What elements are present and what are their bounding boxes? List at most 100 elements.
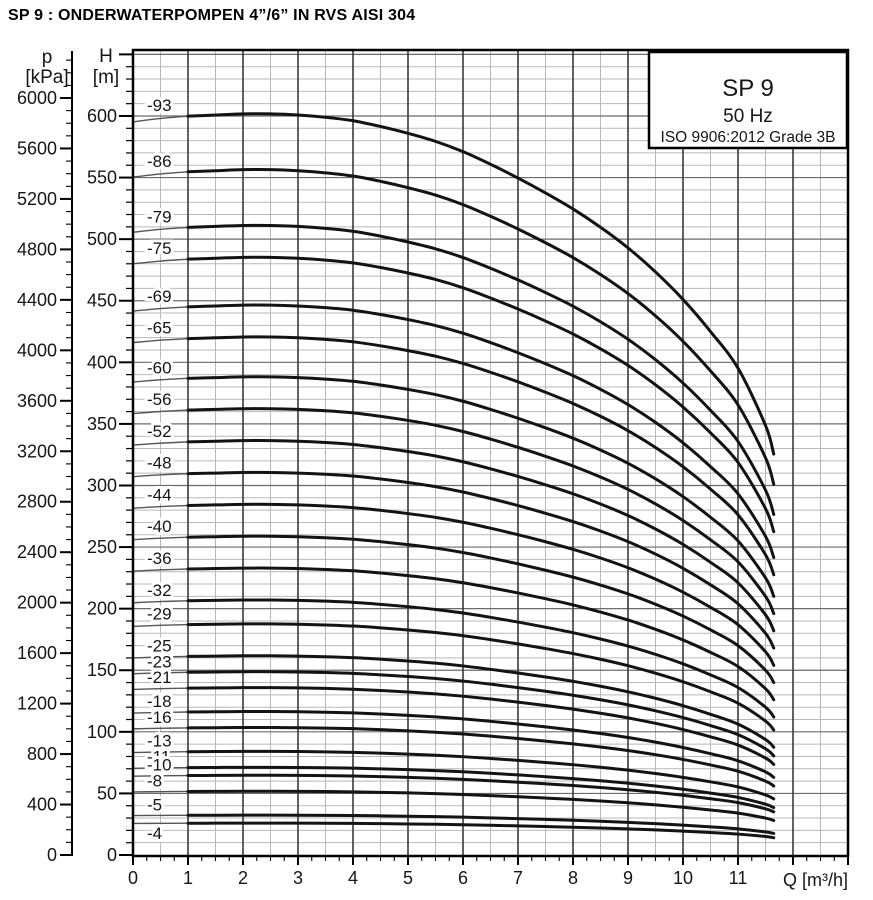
curve-label-11: -11 xyxy=(147,748,170,767)
pump-curve-79 xyxy=(186,223,776,516)
q-axis-tick-label: 8 xyxy=(568,868,578,888)
q-axis-tick-label: 6 xyxy=(458,868,468,888)
curve-label-10: -10 xyxy=(147,756,172,775)
q-axis-tick-label: 9 xyxy=(623,868,633,888)
q-axis-tick-label: 5 xyxy=(403,868,413,888)
pump-curve-min-flow-segment-69 xyxy=(132,306,189,312)
pump-curve-86 xyxy=(186,168,776,486)
legend-frame xyxy=(647,50,849,150)
pump-curve-56 xyxy=(186,407,776,616)
curve-label-52: -52 xyxy=(147,422,172,441)
curves-layer xyxy=(132,112,776,840)
pump-curve-32 xyxy=(186,598,776,719)
pump-curve-93 xyxy=(186,112,776,456)
pump-curve-11 xyxy=(186,765,776,810)
pump-curve-min-flow-segment-86 xyxy=(132,171,189,178)
h-axis-tick-label: 150 xyxy=(87,660,117,680)
pump-curve-44 xyxy=(186,502,776,667)
q-axis-tick-label: 10 xyxy=(673,868,693,888)
curve-label-44: -44 xyxy=(147,485,172,504)
p-axis-tick-label: 2800 xyxy=(17,492,57,512)
h-axis-symbol: H xyxy=(99,46,113,67)
pump-curve-min-flow-segment-18 xyxy=(132,711,189,714)
h-axis-tick-label: 550 xyxy=(87,168,117,188)
q-axis-tick-label: 2 xyxy=(238,868,248,888)
p-axis-tick-label: 6000 xyxy=(17,88,57,108)
curve-label-5: -5 xyxy=(147,795,162,814)
p-axis-tick-label: 3600 xyxy=(17,391,57,411)
h-axis-tick-label: 600 xyxy=(87,106,117,126)
pump-curve-69 xyxy=(186,303,776,560)
q-axis-tick-label: 11 xyxy=(729,868,748,888)
pump-curve-21 xyxy=(186,686,776,766)
h-axis-tick-label: 50 xyxy=(97,783,117,803)
p-axis-tick-label: 400 xyxy=(27,795,57,815)
legend-box: SP 9 50 Hz ISO 9906:2012 Grade 3B xyxy=(647,50,849,150)
pump-curve-min-flow-segment-65 xyxy=(132,337,189,344)
curve-label-69: -69 xyxy=(147,287,172,306)
pump-curve-min-flow-segment-29 xyxy=(132,623,189,628)
p-axis-unit: [kPa] xyxy=(25,67,68,88)
q-axis-tick-label: 0 xyxy=(128,868,138,888)
h-axis-tick-label: 100 xyxy=(87,722,117,742)
curve-label-36: -36 xyxy=(147,549,172,568)
q-axis-tick-label: 1 xyxy=(183,868,193,888)
curve-label-29: -29 xyxy=(147,605,172,624)
pump-curve-min-flow-segment-11 xyxy=(132,766,189,769)
q-axis-tick-label: 3 xyxy=(293,868,303,888)
curve-label-23: -23 xyxy=(147,652,172,671)
curve-label-65: -65 xyxy=(147,319,172,338)
pump-curve-48 xyxy=(186,470,776,650)
pump-curve-25 xyxy=(186,654,776,749)
pump-curve-23 xyxy=(186,670,776,758)
h-axis-unit: [m] xyxy=(93,67,119,88)
p-axis-tick-label: 2400 xyxy=(17,542,57,562)
pump-curve-min-flow-segment-79 xyxy=(132,226,189,233)
q-axis-label: Q [m³/h] xyxy=(783,870,848,890)
p-axis-tick-label: 1200 xyxy=(17,694,57,714)
pump-curve-min-flow-segment-52 xyxy=(132,441,189,446)
curve-label-60: -60 xyxy=(147,358,172,377)
pump-curve-min-flow-segment-56 xyxy=(132,409,189,415)
curve-label-32: -32 xyxy=(147,581,172,600)
curve-label-13: -13 xyxy=(147,732,172,751)
p-axis-tick-label: 1600 xyxy=(17,643,57,663)
pump-curve-5 xyxy=(186,813,776,835)
pump-curve-60 xyxy=(186,375,776,598)
pump-curve-4 xyxy=(186,821,776,840)
q-axis-tick-label: 4 xyxy=(348,868,358,888)
legend-standard: ISO 9906:2012 Grade 3B xyxy=(661,129,836,146)
h-axis-tick-label: 200 xyxy=(87,599,117,619)
p-axis-tick-label: 800 xyxy=(27,744,57,764)
pump-curve-min-flow-segment-25 xyxy=(132,655,189,659)
pump-curve-8 xyxy=(186,789,776,823)
h-axis-tick-label: 450 xyxy=(87,291,117,311)
pump-curve-min-flow-segment-75 xyxy=(132,258,189,265)
pump-curve-16 xyxy=(186,725,776,788)
curve-label-48: -48 xyxy=(147,454,172,473)
h-axis-tick-label: 300 xyxy=(87,475,117,495)
pump-curve-29 xyxy=(186,622,776,732)
p-axis-symbol: p xyxy=(42,47,53,68)
legend-frequency: 50 Hz xyxy=(723,106,773,127)
pump-curve-18 xyxy=(186,710,776,779)
curve-label-40: -40 xyxy=(147,517,172,536)
pump-curve-min-flow-segment-60 xyxy=(132,377,189,383)
curve-label-16: -16 xyxy=(147,708,172,727)
pump-curve-min-flow-segment-48 xyxy=(132,472,189,478)
curve-label-93: -93 xyxy=(147,96,172,115)
pump-curve-min-flow-segment-93 xyxy=(132,115,189,123)
curve-label-25: -25 xyxy=(147,636,172,655)
pump-curve-min-flow-segment-36 xyxy=(132,568,189,572)
pump-curve-40 xyxy=(186,534,776,685)
p-axis-tick-label: 4800 xyxy=(17,239,57,259)
p-axis-tick-label: 2000 xyxy=(17,593,57,613)
p-axis-tick-label: 5200 xyxy=(17,189,57,209)
curve-label-21: -21 xyxy=(147,668,172,687)
pump-curve-52 xyxy=(186,439,776,633)
curve-label-79: -79 xyxy=(147,207,172,226)
h-axis-tick-label: 350 xyxy=(87,414,117,434)
pump-curve-65 xyxy=(186,335,776,577)
pump-curve-min-flow-segment-40 xyxy=(132,536,189,541)
